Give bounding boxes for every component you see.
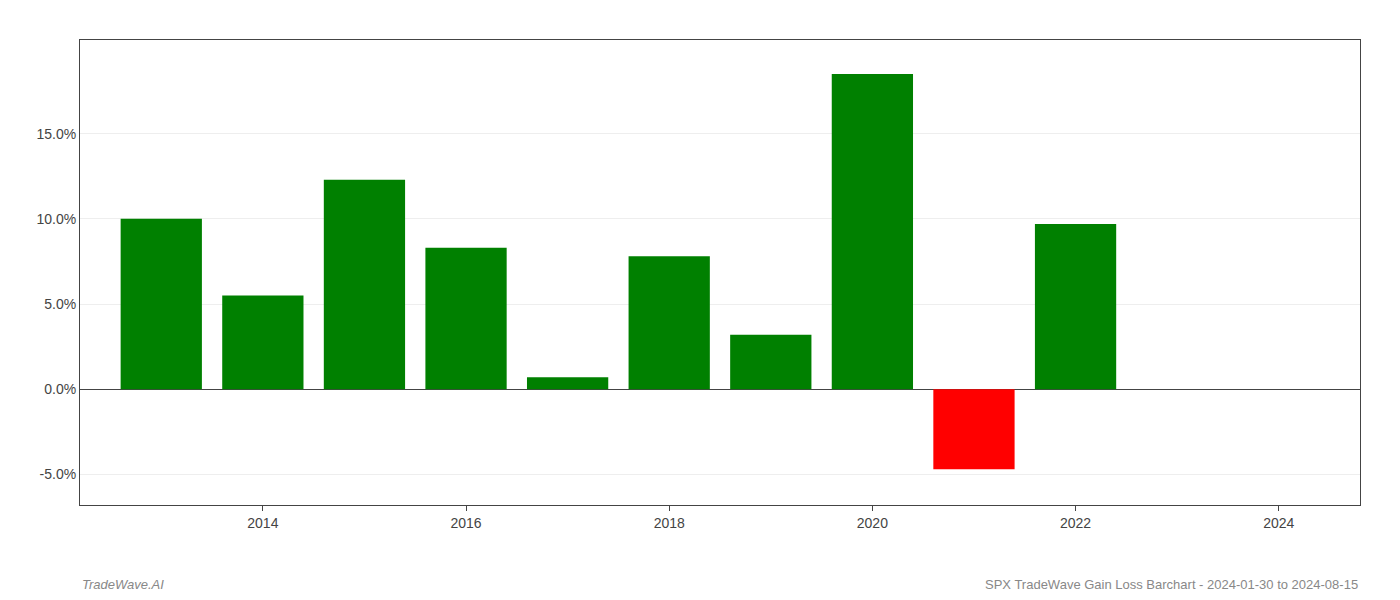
svg-text:5.0%: 5.0% — [44, 296, 76, 312]
svg-text:2024: 2024 — [1263, 515, 1294, 531]
svg-text:-5.0%: -5.0% — [40, 466, 77, 482]
svg-text:15.0%: 15.0% — [36, 126, 76, 142]
svg-text:10.0%: 10.0% — [36, 211, 76, 227]
svg-text:2016: 2016 — [450, 515, 481, 531]
svg-text:2020: 2020 — [857, 515, 888, 531]
svg-text:SPX TradeWave Gain Loss Barcha: SPX TradeWave Gain Loss Barchart - 2024-… — [985, 577, 1358, 592]
svg-text:TradeWave.AI: TradeWave.AI — [82, 577, 164, 592]
svg-text:2022: 2022 — [1060, 515, 1091, 531]
svg-text:2014: 2014 — [247, 515, 278, 531]
svg-text:2018: 2018 — [654, 515, 685, 531]
svg-text:0.0%: 0.0% — [44, 381, 76, 397]
